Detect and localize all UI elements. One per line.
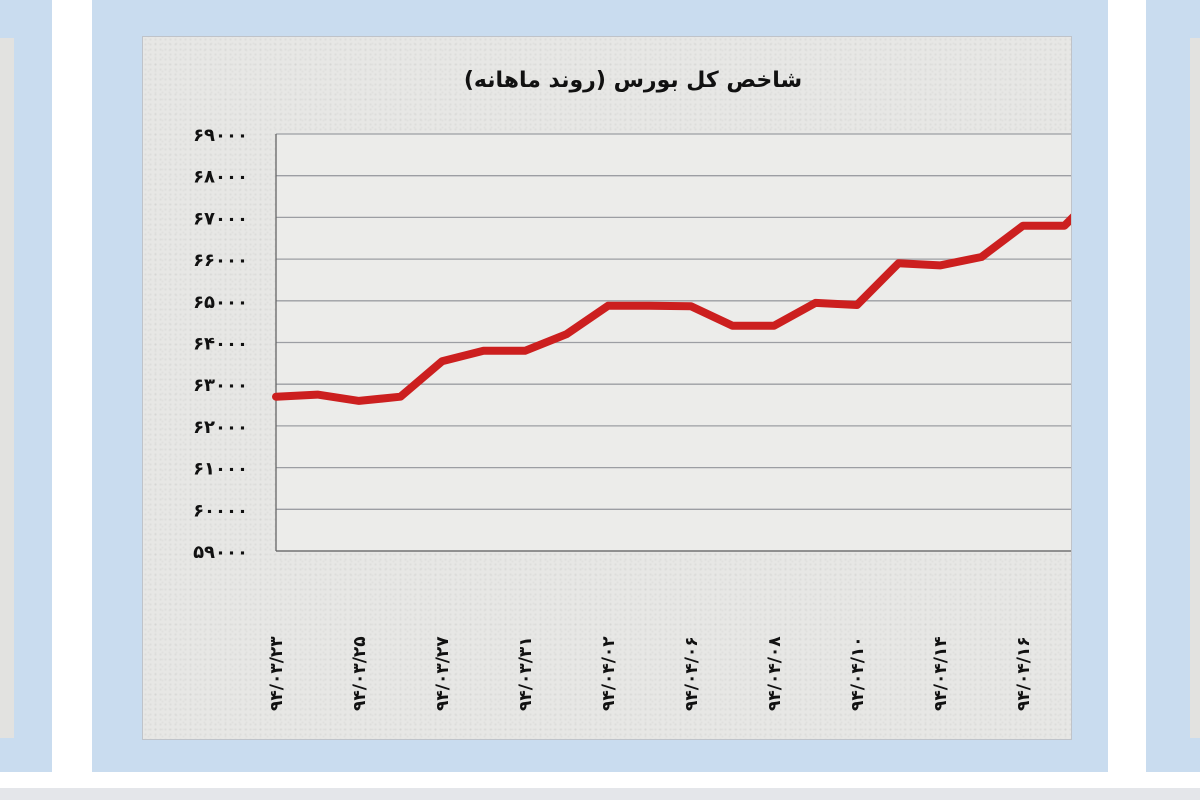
y-tick-label: ۶۷۰۰۰ bbox=[193, 208, 248, 229]
y-tick-label: ۶۸۰۰۰ bbox=[193, 167, 248, 188]
index-line-chart: شاخص کل بورس (روند ماهانه) ۵۹۰۰۰ ۶۰۰۰۰ ۶۱۰… bbox=[193, 68, 1071, 711]
left-panel bbox=[0, 0, 52, 772]
series-index bbox=[272, 213, 1071, 405]
gridlines bbox=[275, 133, 1071, 552]
x-tick-label: ۹۴/۰۴/۱۰ bbox=[848, 636, 868, 711]
y-tick-label: ۶۰۰۰۰ bbox=[193, 500, 248, 521]
x-tick-label: ۹۴/۰۴/۰۶ bbox=[682, 636, 702, 711]
x-tick-label: ۹۴/۰۴/۰۲ bbox=[599, 636, 619, 711]
x-tick-label: ۹۴/۰۳/۳۱ bbox=[516, 636, 536, 711]
chart-card: شاخص کل بورس (روند ماهانه) ۵۹۰۰۰ ۶۰۰۰۰ ۶۱۰… bbox=[142, 36, 1072, 740]
x-tick-label: ۹۴/۰۴/۱۶ bbox=[1014, 636, 1034, 711]
series-line bbox=[272, 213, 1071, 405]
x-tick-label: ۹۴/۰۳/۲۷ bbox=[433, 636, 453, 711]
x-tick-label: ۹۴/۰۳/۲۵ bbox=[350, 636, 370, 711]
y-tick-label: ۵۹۰۰۰ bbox=[193, 542, 248, 563]
x-axis-ticks: ۹۴/۰۳/۲۳ ۹۴/۰۳/۲۵ ۹۴/۰۳/۲۷ ۹۴/۰۳/۳۱ ۹۴/۰۴/۰۲… bbox=[267, 636, 1034, 711]
main-panel: شاخص کل بورس (روند ماهانه) ۵۹۰۰۰ ۶۰۰۰۰ ۶۱۰… bbox=[92, 0, 1108, 772]
x-tick-label: ۹۴/۰۳/۲۳ bbox=[267, 636, 287, 711]
x-tick-label: ۹۴/۰۴/۰۸ bbox=[765, 636, 785, 711]
y-tick-label: ۶۱۰۰۰ bbox=[193, 459, 248, 480]
left-panel-card bbox=[0, 38, 14, 738]
y-tick-label: ۶۶۰۰۰ bbox=[193, 250, 248, 271]
right-panel-card bbox=[1190, 38, 1200, 738]
y-tick-label: ۶۹۰۰۰ bbox=[193, 125, 248, 146]
x-tick-label: ۹۴/۰۴/۱۴ bbox=[931, 636, 951, 711]
y-axis-ticks: ۵۹۰۰۰ ۶۰۰۰۰ ۶۱۰۰۰ ۶۲۰۰۰ ۶۳۰۰۰ ۶۴۰۰۰ ۶۵۰۰۰ ۶۶۰۰۰… bbox=[193, 125, 248, 563]
bottom-strip bbox=[0, 788, 1200, 800]
y-tick-label: ۶۴۰۰۰ bbox=[193, 334, 248, 355]
chart-title: شاخص کل بورس (روند ماهانه) bbox=[464, 68, 802, 93]
y-tick-label: ۶۵۰۰۰ bbox=[193, 292, 248, 313]
y-tick-label: ۶۳۰۰۰ bbox=[193, 375, 248, 396]
y-tick-label: ۶۲۰۰۰ bbox=[193, 417, 248, 438]
right-panel bbox=[1146, 0, 1200, 772]
